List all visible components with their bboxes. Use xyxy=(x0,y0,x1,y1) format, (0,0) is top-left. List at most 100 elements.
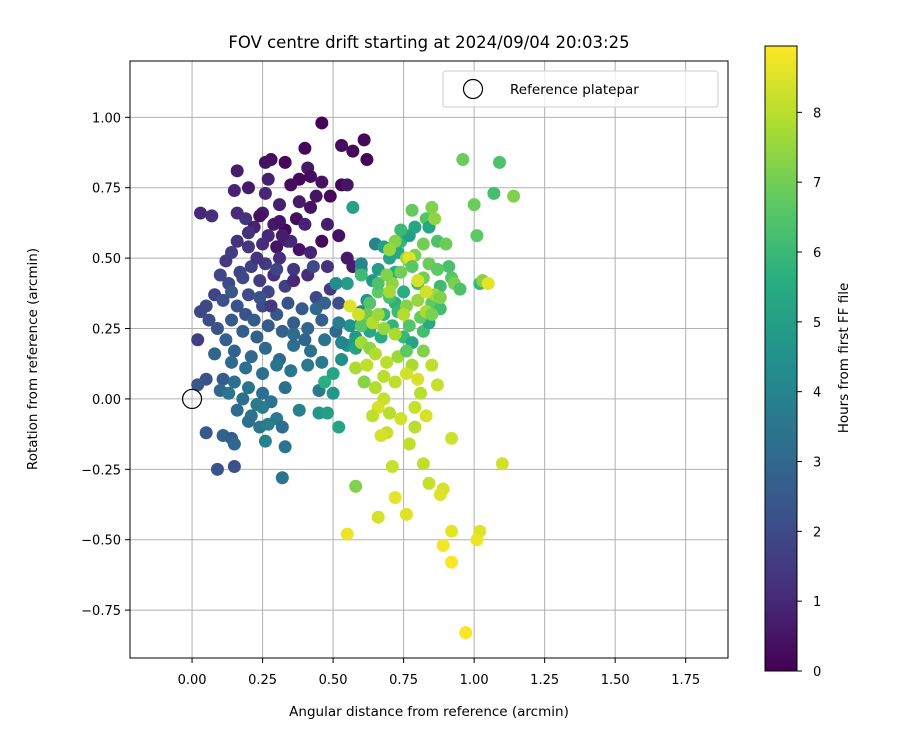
reference-point xyxy=(181,388,203,410)
data-point xyxy=(433,291,447,305)
data-point xyxy=(301,358,315,372)
x-axis-ticks: 0.00 0.25 0.50 0.75 1.00 1.25 1.50 1.75 xyxy=(178,658,700,688)
data-point xyxy=(258,434,272,448)
colorbar-tick-label: 2 xyxy=(813,525,821,540)
data-point xyxy=(360,358,374,372)
data-point xyxy=(261,172,275,186)
data-point xyxy=(380,268,394,282)
legend-entry-reference-platepar: Reference platepar xyxy=(510,82,639,98)
data-point xyxy=(230,403,244,417)
data-point xyxy=(399,344,413,358)
data-point xyxy=(306,260,320,274)
data-point xyxy=(332,316,346,330)
data-point xyxy=(273,215,286,229)
data-point xyxy=(230,234,244,248)
data-point xyxy=(495,457,509,471)
data-point xyxy=(244,350,258,364)
data-point xyxy=(275,471,289,485)
data-point xyxy=(301,322,315,336)
colorbar-gradient xyxy=(764,45,798,672)
data-point xyxy=(399,367,413,381)
data-point xyxy=(388,327,402,341)
data-point xyxy=(256,367,270,381)
y-tick-label: −0.75 xyxy=(81,604,121,619)
data-point xyxy=(292,195,306,209)
data-point xyxy=(210,322,224,336)
y-axis-ticks: −0.75 −0.50 −0.25 0.00 0.25 0.50 0.75 1.00 xyxy=(81,111,130,619)
x-tick-label: 0.50 xyxy=(319,673,348,688)
data-point xyxy=(315,234,329,248)
data-point xyxy=(230,164,244,178)
data-point xyxy=(256,237,270,251)
data-point xyxy=(408,420,422,434)
data-point xyxy=(241,288,255,302)
data-point xyxy=(397,285,411,299)
data-point xyxy=(202,313,216,327)
data-point xyxy=(295,302,309,316)
data-point xyxy=(315,175,329,189)
data-point xyxy=(216,372,230,386)
data-point xyxy=(383,243,397,257)
data-point xyxy=(281,296,295,310)
data-point xyxy=(366,409,380,423)
data-point xyxy=(323,189,337,203)
data-point xyxy=(335,336,349,350)
data-point xyxy=(383,285,397,299)
data-point xyxy=(320,260,334,274)
data-point xyxy=(456,153,470,167)
data-point xyxy=(241,181,255,195)
data-point xyxy=(326,386,340,400)
data-point xyxy=(416,237,430,251)
colorbar-label: Hours from first FF file xyxy=(836,283,852,434)
data-point xyxy=(340,178,354,192)
data-point xyxy=(470,229,484,243)
data-point xyxy=(388,375,402,389)
data-point xyxy=(275,420,289,434)
colorbar-tick-label: 0 xyxy=(813,665,821,680)
data-point xyxy=(270,262,284,276)
data-point xyxy=(270,358,284,372)
data-point xyxy=(241,381,255,395)
data-point xyxy=(394,223,408,237)
legend-open-circle-marker xyxy=(462,78,484,100)
data-point xyxy=(453,282,467,296)
data-point xyxy=(250,330,264,344)
data-point xyxy=(354,257,368,271)
data-point xyxy=(388,490,402,504)
data-point xyxy=(227,460,241,474)
data-point xyxy=(304,169,318,183)
data-point xyxy=(278,155,292,169)
data-point xyxy=(374,429,388,443)
data-point xyxy=(247,313,261,327)
data-point xyxy=(445,431,459,445)
data-point xyxy=(253,209,267,223)
data-point xyxy=(210,462,224,476)
data-point xyxy=(315,313,329,327)
data-point xyxy=(253,291,267,305)
colorbar-tick-label: 5 xyxy=(813,316,821,331)
data-point xyxy=(227,344,241,358)
data-point xyxy=(287,274,301,288)
data-point xyxy=(225,313,239,327)
data-point xyxy=(213,268,227,282)
data-point xyxy=(256,400,270,414)
data-point xyxy=(346,200,360,214)
data-point xyxy=(445,555,459,569)
data-point xyxy=(377,322,391,336)
x-tick-label: 0.25 xyxy=(248,673,277,688)
data-point xyxy=(397,307,411,321)
data-point xyxy=(425,307,439,321)
data-point xyxy=(258,155,272,169)
data-point xyxy=(425,200,439,214)
data-point xyxy=(380,355,394,369)
data-point xyxy=(326,367,340,381)
data-point xyxy=(205,209,219,223)
data-point xyxy=(399,507,413,521)
chart-title: FOV centre drift starting at 2024/09/04 … xyxy=(228,33,629,52)
data-point xyxy=(298,141,312,155)
y-tick-label: −0.50 xyxy=(81,534,121,549)
data-point xyxy=(292,243,306,257)
x-tick-label: 1.75 xyxy=(671,673,700,688)
data-point xyxy=(208,347,222,361)
